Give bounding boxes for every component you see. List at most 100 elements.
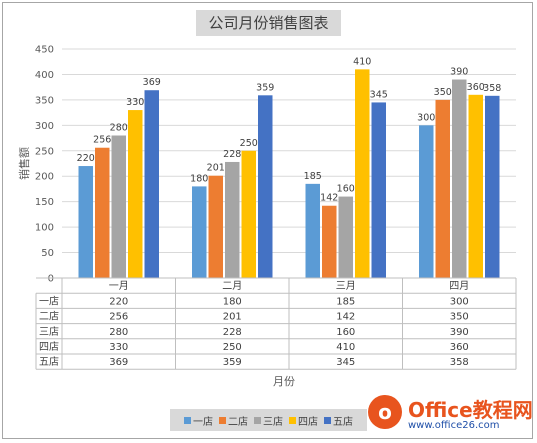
office-logo-icon: o <box>368 395 402 429</box>
data-label: 345 <box>370 89 388 100</box>
data-label: 220 <box>77 153 95 164</box>
y-tick-label: 350 <box>35 95 54 106</box>
bar <box>305 183 320 278</box>
x-axis-label: 月份 <box>273 375 295 388</box>
legend-item: 四店 <box>289 413 318 428</box>
y-tick-label: 150 <box>35 197 54 208</box>
table-cell: 180 <box>223 296 242 307</box>
table-cell: 330 <box>109 342 128 353</box>
data-label: 359 <box>256 82 274 93</box>
data-label: 250 <box>240 138 258 149</box>
table-cell: 201 <box>223 312 242 323</box>
table-cell: 280 <box>109 327 128 338</box>
bar <box>322 205 337 278</box>
bar <box>241 150 256 278</box>
legend-item: 三店 <box>254 413 283 428</box>
table-series-label: 三店 <box>39 325 59 338</box>
bar <box>78 166 93 278</box>
chart-title: 公司月份销售图表 <box>196 10 341 36</box>
bar <box>111 135 126 278</box>
bar <box>485 95 500 278</box>
legend-swatch <box>219 416 226 424</box>
bar <box>419 125 434 278</box>
table-cell: 390 <box>450 327 469 338</box>
category-label: 一月 <box>109 280 129 292</box>
table-cell: 185 <box>336 296 355 307</box>
data-label: 201 <box>207 163 225 174</box>
table-cell: 250 <box>223 342 242 353</box>
legend-label: 三店 <box>263 416 283 428</box>
bar <box>128 110 143 278</box>
y-tick-label: 300 <box>35 121 54 132</box>
y-tick-label: 200 <box>35 172 54 183</box>
legend-label: 五店 <box>333 416 353 428</box>
table-cell: 256 <box>109 312 128 323</box>
table-cell: 360 <box>450 342 469 353</box>
y-axis-label: 销售额 <box>17 147 31 180</box>
legend-label: 四店 <box>298 416 318 428</box>
data-label: 180 <box>190 173 208 184</box>
data-label: 358 <box>483 83 501 94</box>
bar <box>95 147 110 278</box>
y-tick-label: 400 <box>35 70 54 81</box>
data-label: 160 <box>337 184 355 195</box>
bar <box>452 79 467 279</box>
legend-swatch <box>184 416 191 424</box>
data-label: 185 <box>304 171 322 182</box>
legend-label: 二店 <box>228 416 248 428</box>
y-tick-label: 250 <box>35 146 54 157</box>
data-label: 300 <box>417 112 435 123</box>
table-series-label: 五店 <box>39 355 59 368</box>
data-label: 228 <box>223 149 241 160</box>
data-label: 350 <box>434 87 452 98</box>
table-cell: 160 <box>336 327 355 338</box>
table-cell: 410 <box>336 342 355 353</box>
legend-swatch <box>289 416 296 424</box>
bar <box>192 186 207 278</box>
table-cell: 345 <box>336 357 355 368</box>
data-label: 410 <box>353 56 371 67</box>
category-label: 二月 <box>222 280 242 292</box>
y-tick-label: 450 <box>35 45 54 56</box>
category-label: 三月 <box>336 280 356 292</box>
data-label: 390 <box>450 67 468 78</box>
data-label: 360 <box>467 82 485 93</box>
data-label: 256 <box>93 135 111 146</box>
watermark-url: www.office26.com <box>408 420 500 431</box>
legend-swatch <box>324 416 331 424</box>
bar <box>144 90 159 278</box>
bar <box>258 95 273 278</box>
table-cell: 142 <box>336 312 355 323</box>
table-cell: 350 <box>450 312 469 323</box>
bar <box>435 99 450 278</box>
bar <box>355 69 370 278</box>
table-cell: 369 <box>109 357 128 368</box>
table-series-label: 一店 <box>39 294 59 307</box>
legend-item: 二店 <box>219 413 248 428</box>
data-label: 330 <box>126 97 144 108</box>
table-cell: 358 <box>450 357 469 368</box>
legend-item: 一店 <box>184 413 213 428</box>
table-cell: 359 <box>223 357 242 368</box>
data-label: 142 <box>320 193 338 204</box>
watermark: o Office教程网 www.office26.com <box>368 392 534 440</box>
bar <box>338 196 353 278</box>
y-tick-label: 100 <box>35 223 54 234</box>
data-label: 280 <box>110 123 128 134</box>
table-cell: 220 <box>109 296 128 307</box>
y-tick-label: 0 <box>48 274 54 285</box>
data-label: 369 <box>143 77 161 88</box>
category-label: 四月 <box>449 280 469 292</box>
bar <box>371 102 386 278</box>
table-series-label: 四店 <box>39 340 59 353</box>
legend-item: 五店 <box>324 413 353 428</box>
legend-label: 一店 <box>193 416 213 428</box>
legend-swatch <box>254 416 261 424</box>
chart-legend: 一店 二店 三店 四店 五店 <box>170 409 367 431</box>
watermark-title: Office教程网 <box>408 398 533 422</box>
table-cell: 300 <box>450 296 469 307</box>
table-series-label: 二店 <box>39 310 59 323</box>
bar <box>208 175 223 278</box>
table-cell: 228 <box>223 327 242 338</box>
